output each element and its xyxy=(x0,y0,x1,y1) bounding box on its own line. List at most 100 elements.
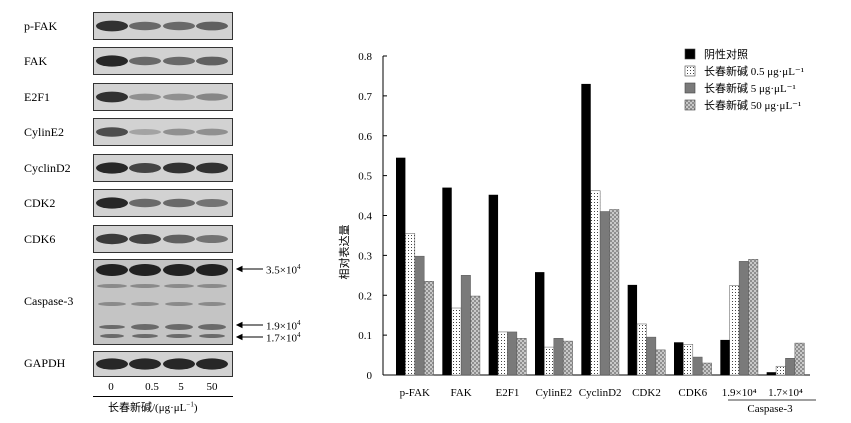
bar xyxy=(609,209,620,376)
chart-bars xyxy=(396,83,805,376)
x-tick-label: 1.7×10⁴ xyxy=(768,387,803,399)
chart-x-labels: p-FAK FAK E2F1 CylinE2 CyclinD2 CDK2 CDK6 1.9×1… xyxy=(400,387,803,399)
blot-bands xyxy=(94,13,232,39)
y-tick-label: 0.4 xyxy=(358,211,372,223)
blot-bands xyxy=(94,155,232,181)
x-tick-label: E2F1 xyxy=(496,387,520,399)
bar xyxy=(738,261,749,376)
blot-band xyxy=(96,358,128,370)
blot-label-gapdh: GAPDH xyxy=(24,356,66,370)
bar xyxy=(692,356,703,376)
bar xyxy=(794,342,805,376)
blot-band xyxy=(129,93,161,101)
blot-strip-cdk2 xyxy=(93,189,233,217)
legend-swatch xyxy=(684,99,696,111)
blot-band xyxy=(129,21,161,31)
bar xyxy=(553,338,564,376)
blot-band xyxy=(196,21,228,31)
blot-band xyxy=(129,198,161,208)
blot-band xyxy=(163,93,195,101)
marker-label-3-5e4: 3.5×104 xyxy=(266,263,301,277)
x-tick-label: CyclinD2 xyxy=(579,387,622,399)
bar xyxy=(720,339,730,375)
bar xyxy=(627,284,638,375)
x-tick-label: FAK xyxy=(451,387,472,399)
bar xyxy=(488,194,499,375)
blot-band xyxy=(129,234,161,244)
blot-band xyxy=(196,128,228,136)
y-tick-label: 0.5 xyxy=(358,171,372,183)
blot-band xyxy=(96,55,128,67)
y-tick-label: 0.8 xyxy=(358,51,372,63)
blot-label-caspase-3: Caspase-3 xyxy=(24,294,74,308)
blot-band xyxy=(163,128,195,136)
lane-label-0: 0 xyxy=(108,381,114,393)
group-caption-caspase-3: Caspase-3 xyxy=(747,403,793,415)
marker-label-1-7e4: 1.7×104 xyxy=(266,331,301,345)
blot-strip-cyline2 xyxy=(93,118,233,146)
blot-band xyxy=(96,127,128,137)
y-tick-label: 0.3 xyxy=(358,250,372,262)
blot-band xyxy=(163,56,195,66)
blot-band xyxy=(196,358,228,370)
legend-swatch xyxy=(684,82,696,94)
bar xyxy=(562,340,573,376)
bar xyxy=(460,275,471,376)
lane-underline xyxy=(93,396,233,397)
blot-label-cdk2: CDK2 xyxy=(24,196,56,210)
blot-band xyxy=(196,235,228,243)
marker-arrows xyxy=(235,265,263,341)
y-tick-label: 0.2 xyxy=(358,290,372,302)
blot-band xyxy=(129,163,161,173)
blot-strip-e2f1 xyxy=(93,83,233,111)
caspase-3-bands xyxy=(94,260,232,344)
blot-label-fak: FAK xyxy=(24,54,48,68)
blot-band xyxy=(196,162,228,174)
blot-band xyxy=(96,162,128,174)
bar xyxy=(544,346,555,376)
blot-band xyxy=(163,358,195,370)
bar xyxy=(590,190,601,376)
blot-band xyxy=(129,129,161,135)
bar xyxy=(674,342,684,375)
bar xyxy=(729,285,740,376)
blot-band xyxy=(96,91,128,103)
legend-label: 长春新碱 50 μg·μL⁻¹ xyxy=(704,98,801,112)
x-tick-label: 1.9×10⁴ xyxy=(722,387,757,399)
blot-band xyxy=(163,234,195,244)
bar xyxy=(599,211,610,376)
x-tick-label: CDK6 xyxy=(678,387,707,399)
blot-label-e2f1: E2F1 xyxy=(24,90,51,104)
bar xyxy=(683,344,694,376)
bar xyxy=(581,83,591,375)
blot-label-cyline2: CylinE2 xyxy=(24,125,65,139)
bar xyxy=(414,255,425,376)
bar-chart: 0 0.1 0.2 0.3 0.4 0.5 0.6 0.7 0.8 p-FAK FAK E2F1 Cy… xyxy=(337,47,816,415)
blot-label-p-fak: p-FAK xyxy=(24,19,58,33)
blot-bands xyxy=(94,84,232,110)
blot-bands xyxy=(94,119,232,145)
blot-x-caption: 长春新碱/(μg·μL−1) xyxy=(108,400,198,414)
bar xyxy=(442,187,452,375)
legend-swatch xyxy=(684,65,696,77)
bar xyxy=(655,349,666,376)
bar xyxy=(423,281,434,376)
bar xyxy=(516,338,527,376)
blot-band xyxy=(196,93,228,101)
blot-band xyxy=(163,198,195,208)
y-axis-label: 相对表达量 xyxy=(337,225,351,280)
blot-band xyxy=(129,358,161,370)
x-tick-label: CylinE2 xyxy=(535,387,572,399)
bar xyxy=(701,362,712,376)
blot-bands xyxy=(94,48,232,74)
y-tick-label: 0.6 xyxy=(358,131,372,143)
bar xyxy=(396,157,406,375)
bar xyxy=(766,372,777,375)
bar xyxy=(646,336,657,376)
bar xyxy=(497,331,508,376)
blot-band xyxy=(196,56,228,66)
blot-band xyxy=(129,56,161,66)
y-tick-label: 0.1 xyxy=(358,330,372,342)
